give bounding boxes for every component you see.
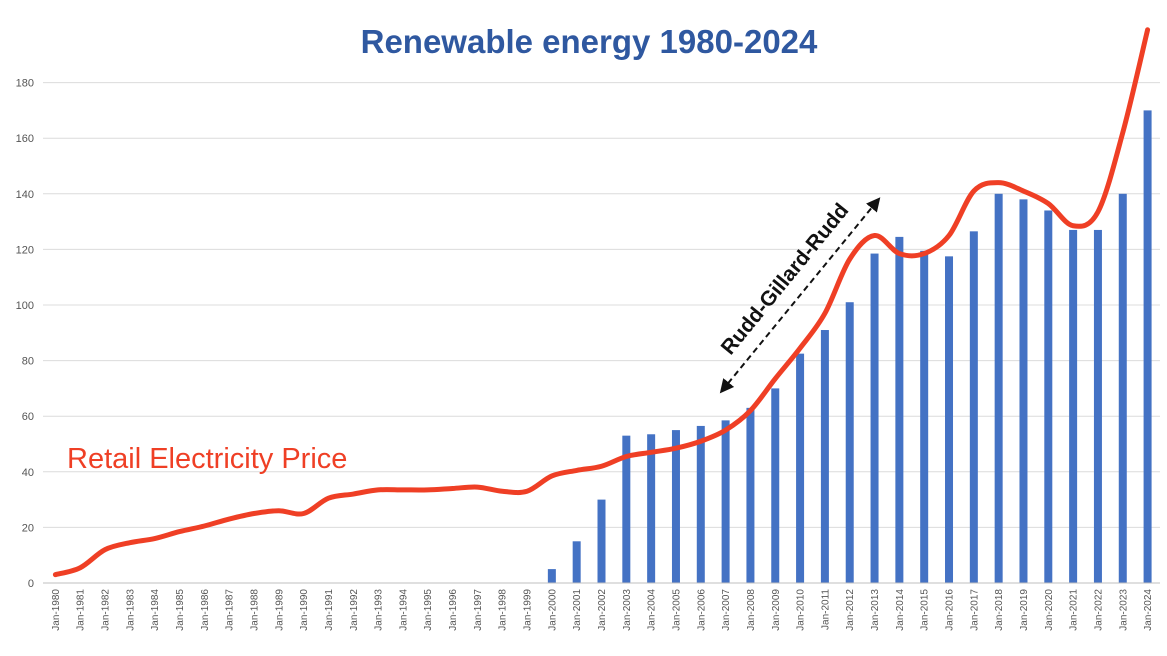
x-tick-label: Jan-1980 xyxy=(51,589,62,631)
y-tick-label: 20 xyxy=(22,522,34,534)
y-tick-label: 60 xyxy=(22,411,34,423)
y-tick-label: 80 xyxy=(22,356,34,368)
x-tick-label: Jan-2001 xyxy=(572,589,583,631)
x-tick-label: Jan-2012 xyxy=(845,589,856,631)
x-tick-label: Jan-1998 xyxy=(498,589,509,631)
x-tick-label: Jan-2004 xyxy=(647,589,658,631)
x-tick-label: Jan-1993 xyxy=(374,589,385,631)
bar xyxy=(671,430,680,583)
bar xyxy=(994,193,1003,584)
x-tick-label: Jan-2008 xyxy=(746,589,757,631)
x-tick-label: Jan-1983 xyxy=(125,589,136,631)
bar xyxy=(796,353,805,583)
bar xyxy=(1069,229,1078,583)
x-tick-label: Jan-2019 xyxy=(1019,589,1030,631)
x-tick-label: Jan-2006 xyxy=(696,589,707,631)
bar xyxy=(1143,110,1152,584)
bar xyxy=(1044,210,1053,584)
bar xyxy=(1093,229,1102,583)
x-tick-label: Jan-2005 xyxy=(671,589,682,631)
x-tick-label: Jan-2013 xyxy=(870,589,881,631)
bar xyxy=(820,330,829,583)
x-tick-label: Jan-1999 xyxy=(523,589,534,631)
bar-series xyxy=(547,110,1152,584)
x-tick-label: Jan-2000 xyxy=(547,589,558,631)
x-tick-label: Jan-1984 xyxy=(150,589,161,631)
bar xyxy=(622,435,631,583)
x-tick-label: Jan-1996 xyxy=(448,589,459,631)
chart-title: Renewable energy 1980-2024 xyxy=(361,23,818,60)
bar xyxy=(647,434,656,583)
bar xyxy=(746,407,755,583)
x-tick-label: Jan-1995 xyxy=(423,589,434,631)
y-tick-label: 180 xyxy=(16,78,34,90)
bar xyxy=(771,388,780,583)
x-tick-label: Jan-2016 xyxy=(945,589,956,631)
x-tick-label: Jan-2018 xyxy=(994,589,1005,631)
x-tick-label: Jan-1994 xyxy=(398,589,409,631)
x-tick-label: Jan-1987 xyxy=(225,589,236,631)
y-tick-label: 0 xyxy=(28,578,34,590)
bar xyxy=(696,425,705,583)
x-tick-label: Jan-1985 xyxy=(175,589,186,631)
x-tick-label: Jan-2022 xyxy=(1093,589,1104,631)
x-tick-label: Jan-2015 xyxy=(920,589,931,631)
x-tick-label: Jan-1988 xyxy=(249,589,260,631)
price-line-series xyxy=(52,27,1151,578)
x-tick-label: Jan-1981 xyxy=(76,589,87,631)
x-tick-label: Jan-2002 xyxy=(597,589,608,631)
annotation-label: Rudd-Gillard-Rudd xyxy=(717,199,854,359)
x-tick-label: Jan-2014 xyxy=(895,589,906,631)
bar xyxy=(920,250,929,584)
y-tick-label: 100 xyxy=(16,300,34,312)
y-axis-ticks: 0 20 40 60 80 100 120 140 160 180 xyxy=(16,78,34,590)
annotation-arrow xyxy=(719,197,881,394)
x-tick-label: Jan-1989 xyxy=(274,589,285,631)
gridlines xyxy=(43,82,1160,584)
x-tick-label: Jan-2021 xyxy=(1069,589,1080,631)
bar xyxy=(547,569,556,583)
x-tick-label: Jan-2010 xyxy=(796,589,807,631)
x-tick-label: Jan-2020 xyxy=(1044,589,1055,631)
x-tick-label: Jan-2007 xyxy=(721,589,732,631)
y-tick-label: 40 xyxy=(22,467,34,479)
x-tick-label: Jan-2009 xyxy=(771,589,782,631)
price-series-label: Retail Electricity Price xyxy=(67,443,347,475)
x-tick-label: Jan-2023 xyxy=(1118,589,1129,631)
x-tick-label: Jan-2003 xyxy=(622,589,633,631)
x-tick-label: Jan-2017 xyxy=(969,589,980,631)
bar xyxy=(870,253,879,583)
x-tick-label: Jan-1992 xyxy=(349,589,360,631)
bar xyxy=(721,420,730,583)
y-tick-label: 120 xyxy=(16,244,34,256)
x-tick-label: Jan-1997 xyxy=(473,589,484,631)
y-tick-label: 160 xyxy=(16,133,34,145)
x-tick-label: Jan-1991 xyxy=(324,589,335,631)
bar xyxy=(845,302,854,583)
bar xyxy=(1118,193,1127,584)
x-tick-label: Jan-2011 xyxy=(820,589,831,630)
bar xyxy=(597,499,606,583)
x-tick-label: Jan-1986 xyxy=(200,589,211,631)
bar xyxy=(895,236,904,583)
y-tick-label: 140 xyxy=(16,189,34,201)
bar xyxy=(945,256,954,583)
price-line xyxy=(52,27,1151,578)
x-tick-label: Jan-2024 xyxy=(1143,589,1154,631)
bar xyxy=(969,231,978,583)
x-axis-ticks: Jan-1980 Jan-1981 Jan-1982 Jan-1983 Jan-1984… xyxy=(43,582,1160,631)
x-tick-label: Jan-1990 xyxy=(299,589,310,631)
x-tick-label: Jan-1982 xyxy=(101,589,112,631)
bar xyxy=(572,541,581,583)
bar xyxy=(1019,199,1028,584)
